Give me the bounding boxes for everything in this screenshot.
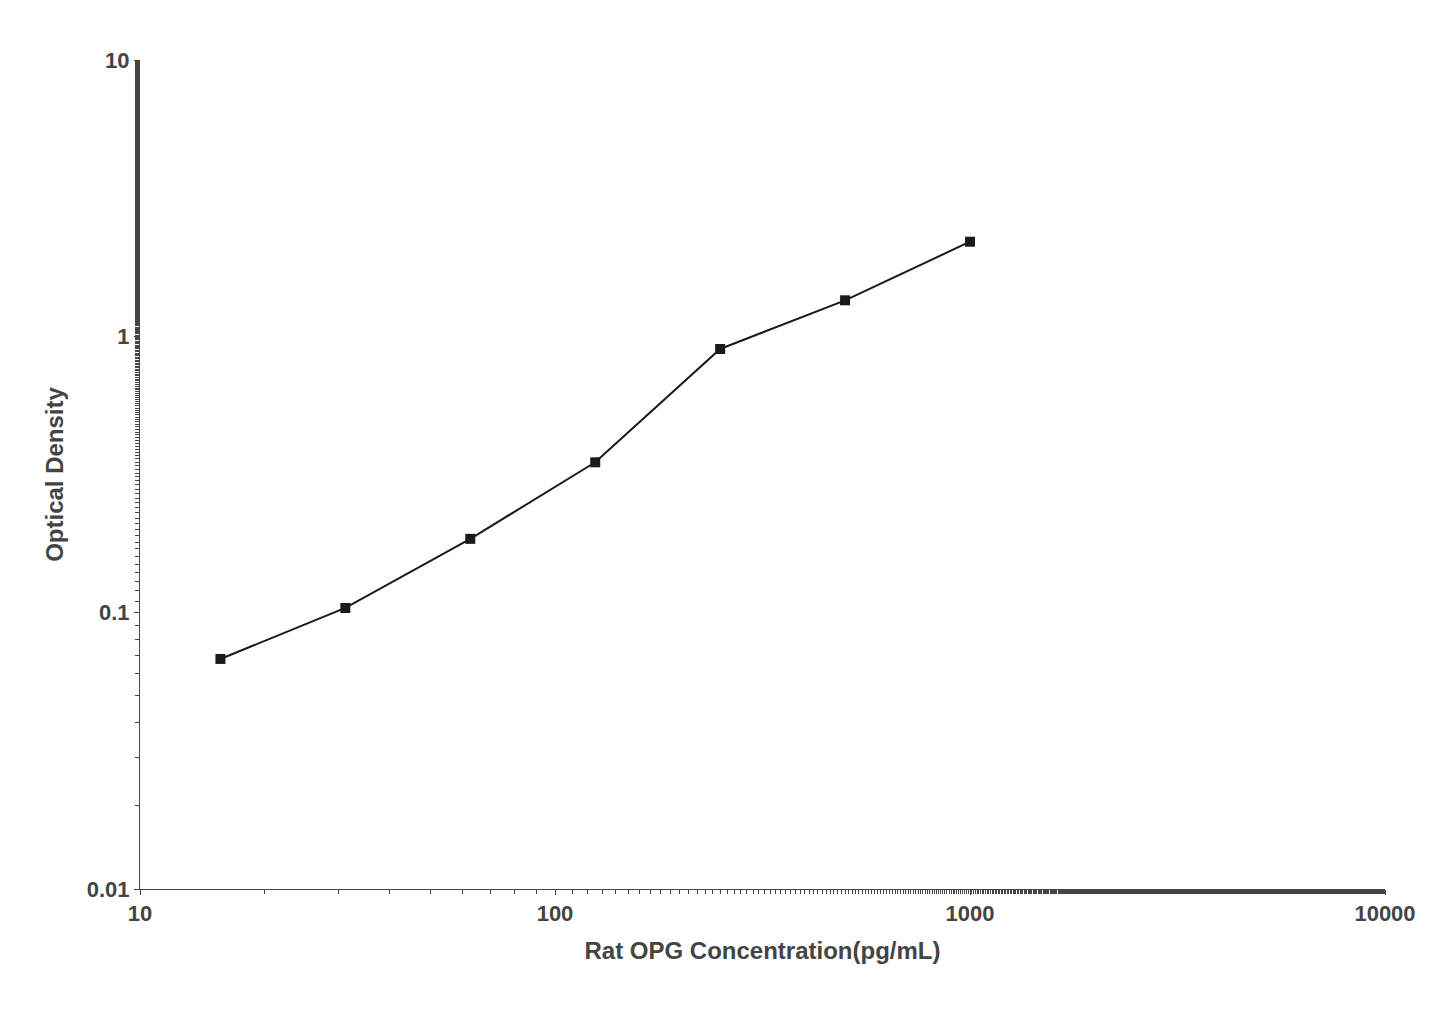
- svg-text:1: 1: [117, 324, 129, 349]
- svg-text:0.01: 0.01: [87, 877, 130, 902]
- svg-text:Optical Density: Optical Density: [41, 386, 68, 561]
- svg-text:0.1: 0.1: [99, 600, 130, 625]
- svg-text:10: 10: [105, 48, 129, 73]
- svg-text:1000: 1000: [946, 901, 995, 926]
- svg-text:100: 100: [537, 901, 574, 926]
- svg-text:10: 10: [128, 901, 152, 926]
- svg-text:Rat OPG Concentration(pg/mL): Rat OPG Concentration(pg/mL): [585, 937, 941, 964]
- svg-text:10000: 10000: [1354, 901, 1415, 926]
